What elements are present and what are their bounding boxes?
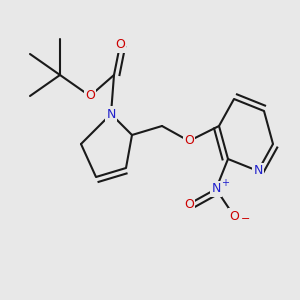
Text: O: O — [184, 134, 194, 148]
Text: O: O — [229, 209, 239, 223]
Text: O: O — [85, 89, 95, 103]
Text: N: N — [106, 107, 116, 121]
Text: O: O — [115, 38, 125, 52]
Text: N: N — [211, 182, 221, 196]
Text: O: O — [184, 197, 194, 211]
Text: −: − — [241, 214, 251, 224]
Text: +: + — [221, 178, 229, 188]
Text: N: N — [253, 164, 263, 178]
